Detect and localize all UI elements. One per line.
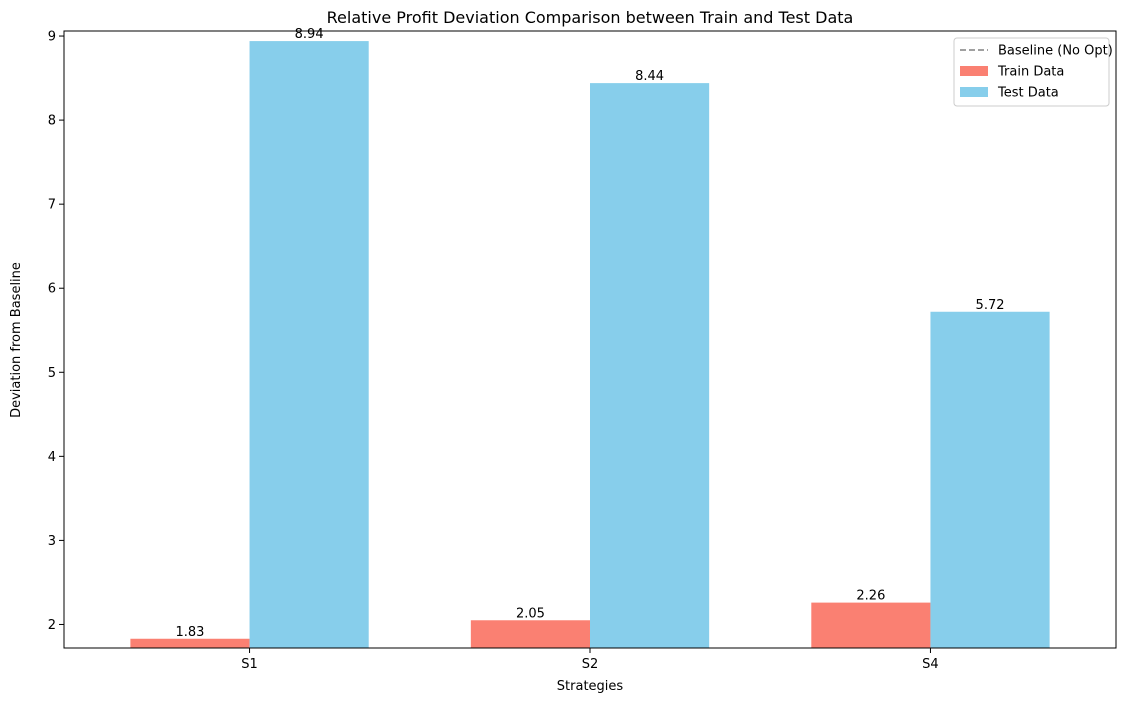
legend: Baseline (No Opt) Train Data Test Data: [953, 37, 1113, 107]
legend-swatch: [960, 66, 988, 76]
data-label: 8.44: [635, 69, 664, 84]
data-label: 8.94: [295, 27, 324, 42]
chart-title: Relative Profit Deviation Comparison bet…: [327, 8, 854, 27]
bar: [130, 638, 250, 648]
y-tick-label: 7: [48, 198, 56, 213]
x-tick-label: S1: [241, 657, 258, 672]
bar: [470, 620, 590, 648]
data-label: 2.26: [856, 589, 885, 604]
bar: [811, 602, 931, 648]
y-tick-label: 4: [48, 450, 56, 465]
x-tick-label: S4: [922, 657, 939, 672]
x-tick-label: S2: [582, 657, 599, 672]
x-axis-label: Strategies: [557, 679, 624, 694]
y-tick-label: 6: [48, 282, 56, 297]
legend-entry: Baseline (No Opt): [998, 44, 1113, 59]
x-axis: S1 S2 S4: [241, 648, 939, 672]
data-label: 2.05: [516, 606, 545, 621]
legend-swatch: [960, 87, 988, 97]
data-label: 1.83: [175, 625, 204, 640]
y-tick-label: 2: [48, 618, 56, 633]
y-tick-label: 5: [48, 366, 56, 381]
bar: [249, 41, 369, 648]
legend-box: [953, 37, 1110, 107]
y-tick-label: 8: [48, 114, 56, 129]
bar: [930, 311, 1050, 648]
legend-entry: Test Data: [997, 86, 1059, 101]
legend-entry: Train Data: [997, 65, 1064, 80]
plot-area: 1.83 2.05 2.26 8.94 8.44 5.72: [130, 27, 1050, 648]
y-tick-label: 3: [48, 534, 56, 549]
bar: [590, 83, 710, 648]
data-label: 5.72: [976, 298, 1005, 313]
y-axis-label: Deviation from Baseline: [9, 262, 24, 418]
y-tick-label: 9: [48, 30, 56, 45]
y-axis: 2 3 4 5 6 7 8 9: [48, 30, 64, 633]
